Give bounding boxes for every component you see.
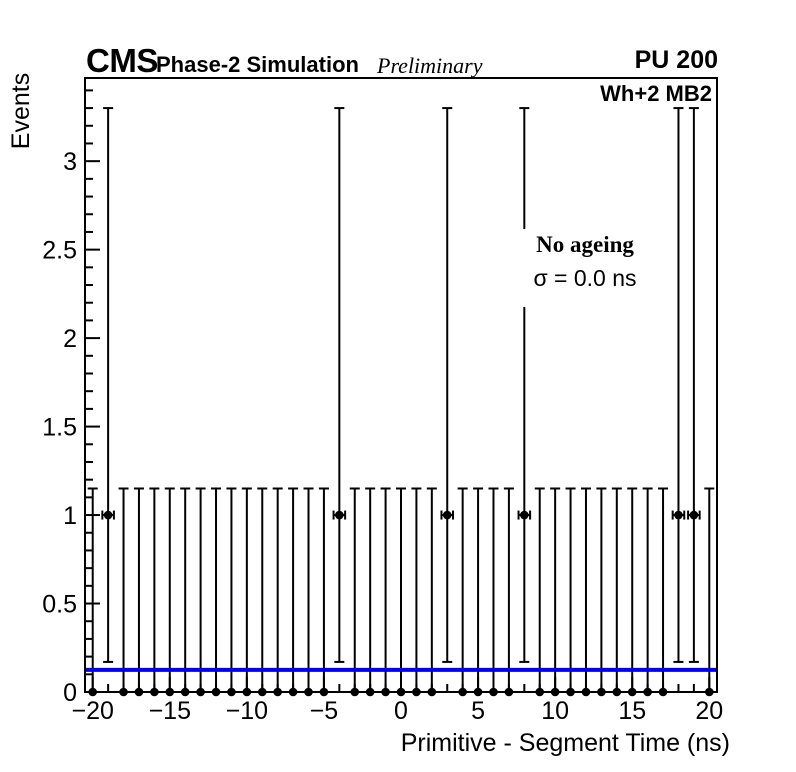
data-marker <box>643 687 652 697</box>
data-marker <box>427 687 437 697</box>
data-marker <box>412 687 421 697</box>
data-marker <box>550 687 560 697</box>
x-tick-label: 0 <box>394 697 408 725</box>
y-tick-label: 3 <box>63 148 77 176</box>
data-marker <box>350 687 360 697</box>
x-tick-label: −10 <box>226 697 268 725</box>
x-tick-label: −5 <box>310 697 339 725</box>
data-marker <box>535 687 545 697</box>
cms-logo-text: CMS <box>86 42 158 79</box>
y-axis-title: Events <box>7 72 35 150</box>
data-marker <box>288 687 298 697</box>
simulation-label: Phase-2 Simulation <box>156 52 359 77</box>
data-marker <box>581 687 591 697</box>
data-marker <box>103 510 113 520</box>
data-marker <box>211 687 221 697</box>
y-tick-label: 2.5 <box>42 237 77 265</box>
data-marker <box>566 687 575 697</box>
y-tick-label: 1 <box>63 502 77 530</box>
data-marker <box>504 687 514 697</box>
data-marker <box>704 687 714 697</box>
x-tick-label: −20 <box>71 697 113 725</box>
data-marker <box>165 687 175 697</box>
data-marker <box>273 687 282 697</box>
x-tick-label: 10 <box>541 697 569 725</box>
preliminary-label: Preliminary <box>377 53 483 78</box>
data-marker <box>88 687 98 697</box>
data-marker <box>242 687 252 697</box>
data-marker <box>520 510 529 520</box>
data-marker <box>304 687 313 697</box>
data-marker <box>396 687 406 697</box>
data-marker <box>257 687 267 697</box>
data-marker <box>689 510 699 520</box>
data-marker <box>319 687 329 697</box>
data-marker <box>489 687 498 697</box>
data-marker <box>196 687 205 697</box>
data-marker <box>335 510 344 520</box>
data-marker <box>627 687 637 697</box>
data-marker <box>674 510 683 520</box>
annotation-box: No ageing σ = 0.0 ns <box>499 229 671 307</box>
data-marker <box>612 687 622 697</box>
y-tick-label: 1.5 <box>42 414 77 442</box>
x-tick-label: 20 <box>695 697 723 725</box>
data-marker <box>658 687 668 697</box>
data-marker <box>134 687 144 697</box>
y-tick-label: 0.5 <box>42 591 77 619</box>
data-marker <box>381 687 390 697</box>
x-tick-label: 15 <box>618 697 646 725</box>
x-tick-label: −15 <box>149 697 191 725</box>
data-marker <box>180 687 190 697</box>
data-marker <box>150 687 159 697</box>
sigma-label: σ = 0.0 ns <box>533 265 637 291</box>
data-marker <box>119 687 128 697</box>
wheel-station-label: Wh+2 MB2 <box>600 81 712 106</box>
y-tick-label: 2 <box>63 325 77 353</box>
data-marker <box>597 687 606 697</box>
data-marker <box>442 510 452 520</box>
data-marker <box>473 687 483 697</box>
data-marker <box>365 687 375 697</box>
pileup-label: PU 200 <box>634 46 718 74</box>
x-tick-label: 5 <box>471 697 485 725</box>
ageing-label: No ageing <box>536 232 634 257</box>
data-marker <box>227 687 236 697</box>
x-axis-title: Primitive - Segment Time (ns) <box>400 729 730 757</box>
y-tick-label: 0 <box>63 679 77 707</box>
data-marker <box>458 687 467 697</box>
